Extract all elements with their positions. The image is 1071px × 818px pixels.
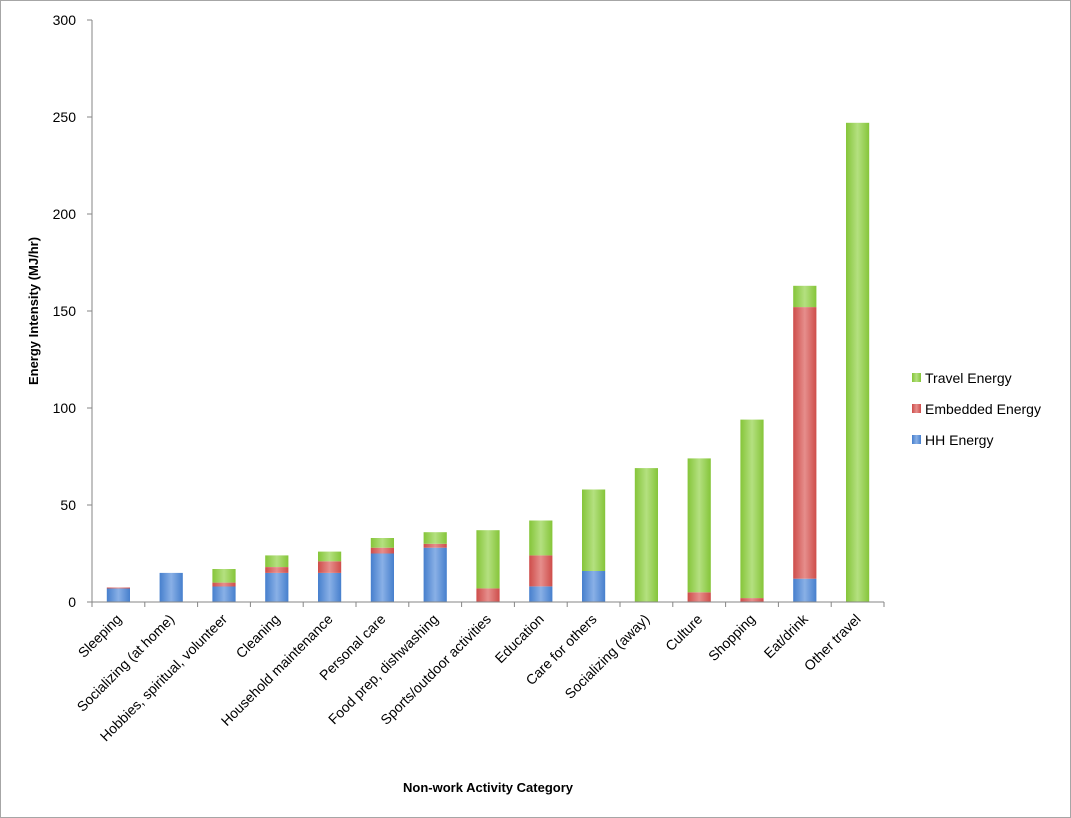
legend-swatch-embedded-energy bbox=[912, 404, 921, 413]
y-tick-label: 150 bbox=[53, 303, 77, 319]
y-axis-title: Energy Intensity (MJ/hr) bbox=[26, 237, 41, 385]
bar-sleeping-embedded-energy bbox=[106, 587, 130, 589]
y-tick-label: 200 bbox=[53, 206, 77, 222]
bar-education-travel-energy bbox=[529, 520, 553, 556]
bar-personal-care-hh-energy bbox=[370, 553, 394, 602]
legend-swatch-travel-energy bbox=[912, 373, 921, 382]
bar-personal-care-travel-energy bbox=[370, 538, 394, 548]
x-tick-label-sleeping: Sleeping bbox=[75, 611, 125, 661]
bar-sleeping-hh-energy bbox=[106, 588, 130, 602]
bar-eat-drink-hh-energy bbox=[793, 578, 817, 602]
x-tick-label-shopping: Shopping bbox=[705, 611, 758, 664]
bar-cleaning-hh-energy bbox=[265, 572, 289, 602]
bar-sports-outdoor-activities-travel-energy bbox=[476, 530, 500, 589]
bar-shopping-travel-energy bbox=[740, 419, 764, 599]
y-tick-label: 50 bbox=[60, 497, 76, 513]
axes-layer bbox=[87, 19, 885, 607]
bar-household-maintenance-embedded-energy bbox=[318, 561, 342, 573]
x-tick-label-culture: Culture bbox=[662, 611, 705, 654]
y-tick-label: 300 bbox=[53, 12, 77, 28]
legend-label-hh-energy: HH Energy bbox=[925, 432, 993, 448]
bar-culture-embedded-energy bbox=[687, 592, 711, 602]
bar-eat-drink-embedded-energy bbox=[793, 307, 817, 579]
x-tick-label-sports-outdoor-activities: Sports/outdoor activities bbox=[377, 611, 494, 728]
bar-cleaning-embedded-energy bbox=[265, 567, 289, 573]
bar-food-prep-dishwashing-travel-energy bbox=[423, 532, 447, 544]
bar-culture-travel-energy bbox=[687, 458, 711, 593]
bar-hobbies-spiritual-volunteer-travel-energy bbox=[212, 569, 236, 583]
x-tick-label-other-travel: Other travel bbox=[801, 611, 864, 674]
x-tick-label-education: Education bbox=[492, 611, 547, 666]
bar-food-prep-dishwashing-hh-energy bbox=[423, 547, 447, 602]
x-tick-label-eat-drink: Eat/drink bbox=[761, 610, 812, 661]
legend-label-travel-energy: Travel Energy bbox=[925, 370, 1012, 386]
bar-cleaning-travel-energy bbox=[265, 555, 289, 567]
bar-hobbies-spiritual-volunteer-embedded-energy bbox=[212, 582, 236, 587]
x-tick-label-socializing-at-home: Socializing (at home) bbox=[74, 611, 178, 715]
bar-care-for-others-hh-energy bbox=[582, 571, 606, 602]
x-axis-title: Non-work Activity Category bbox=[403, 780, 574, 795]
bar-education-embedded-energy bbox=[529, 555, 553, 587]
bar-household-maintenance-hh-energy bbox=[318, 572, 342, 602]
bar-eat-drink-travel-energy bbox=[793, 285, 817, 308]
bar-hobbies-spiritual-volunteer-hh-energy bbox=[212, 586, 236, 602]
y-tick-label: 0 bbox=[68, 594, 76, 610]
y-tick-label: 250 bbox=[53, 109, 77, 125]
bar-household-maintenance-travel-energy bbox=[318, 551, 342, 562]
legend: Travel Energy Embedded Energy HH Energy bbox=[912, 370, 1041, 448]
bar-education-hh-energy bbox=[529, 586, 553, 602]
bar-food-prep-dishwashing-embedded-energy bbox=[423, 543, 447, 548]
bar-socializing-at-home-hh-energy bbox=[159, 572, 183, 602]
bar-other-travel-travel-energy bbox=[846, 122, 870, 603]
legend-swatch-hh-energy bbox=[912, 435, 921, 444]
bar-socializing-away-travel-energy bbox=[634, 468, 658, 602]
x-tick-label-cleaning: Cleaning bbox=[233, 611, 283, 661]
y-tick-label: 100 bbox=[53, 400, 77, 416]
bar-personal-care-embedded-energy bbox=[370, 547, 394, 554]
bar-shopping-embedded-energy bbox=[740, 598, 764, 602]
legend-label-embedded-energy: Embedded Energy bbox=[925, 401, 1041, 417]
bars-layer bbox=[106, 122, 870, 603]
bar-sports-outdoor-activities-embedded-energy bbox=[476, 588, 500, 602]
bar-care-for-others-travel-energy bbox=[582, 489, 606, 571]
